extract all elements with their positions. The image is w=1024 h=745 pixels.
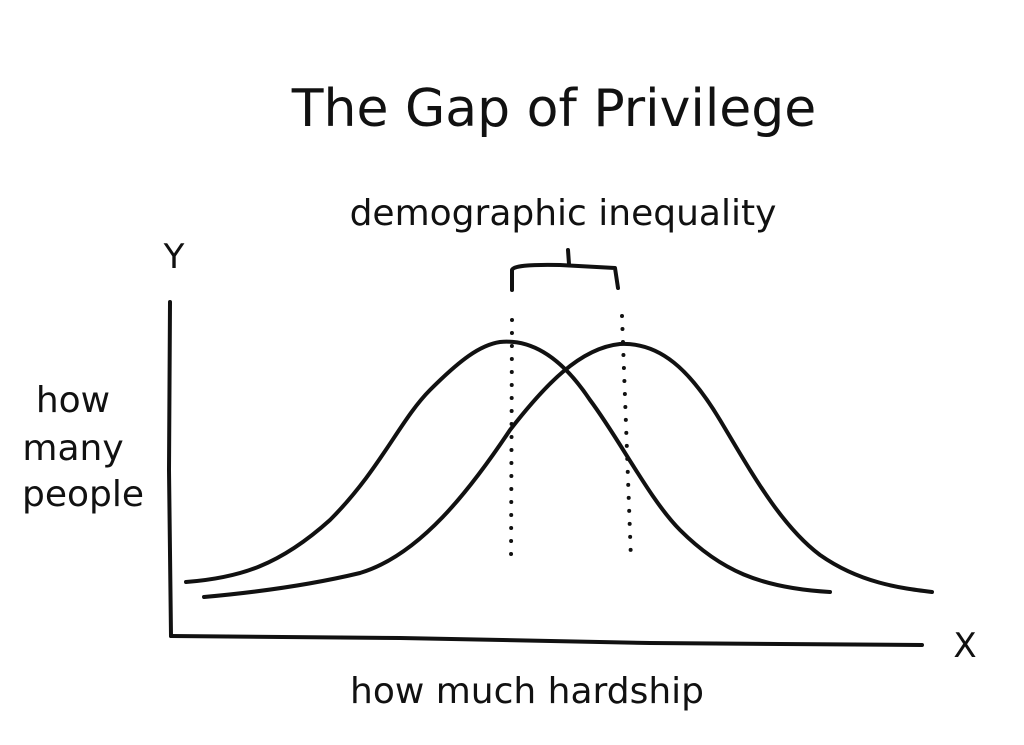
inequality-annotation-label: demographic inequality xyxy=(350,193,777,234)
left-bell-curve xyxy=(184,339,832,594)
y-axis-line xyxy=(167,300,173,638)
y-axis-letter: Y xyxy=(163,237,185,277)
right-bell-curve xyxy=(202,341,934,599)
x-axis-label: how much hardship xyxy=(350,671,704,712)
inequality-bracket xyxy=(510,248,620,292)
x-axis-letter: X xyxy=(953,626,976,666)
y-axis-label-line-3: people xyxy=(22,474,144,515)
y-axis-label-line-2: many xyxy=(22,428,123,469)
y-axis-label-line-1: how xyxy=(36,380,110,421)
x-axis-line xyxy=(169,634,924,647)
right-peak-dotted-line xyxy=(620,314,633,562)
diagram-title: The Gap of Privilege xyxy=(291,79,817,139)
left-peak-dotted-line xyxy=(509,318,514,568)
